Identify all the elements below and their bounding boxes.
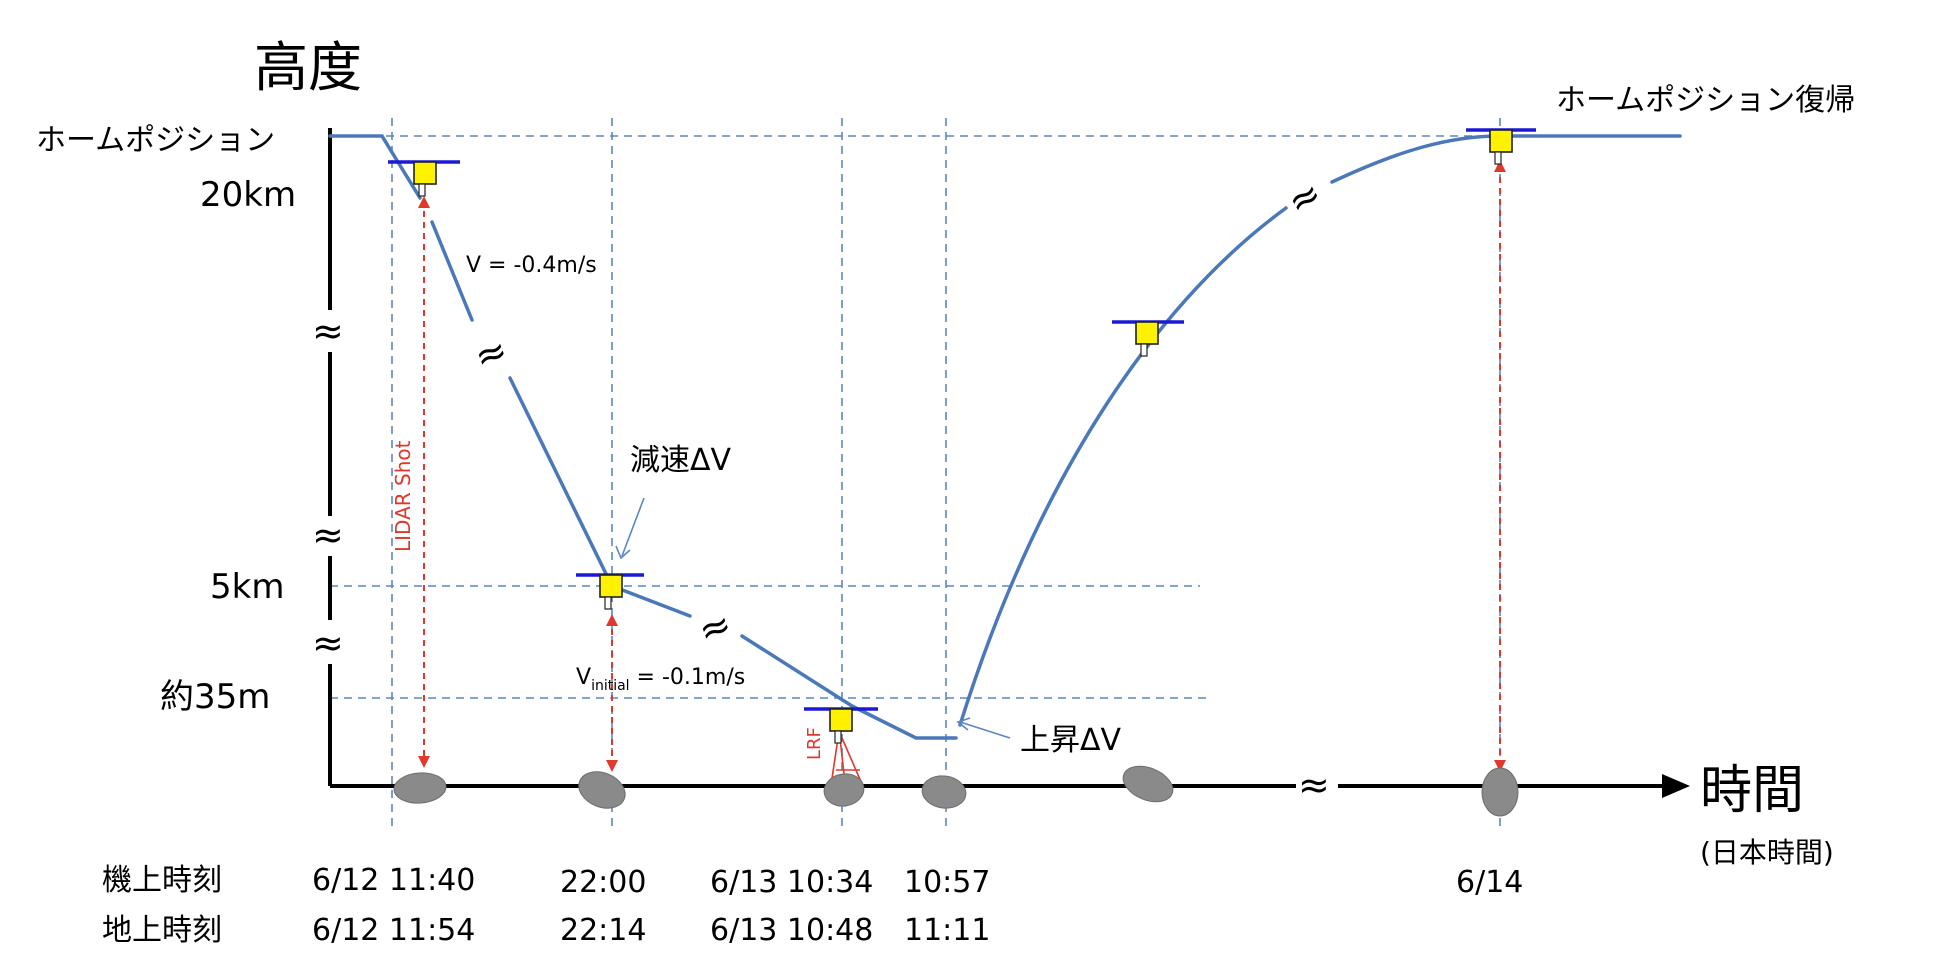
label-35m: 約35m [160,677,270,717]
guide-lines [330,118,1501,830]
v-initial-suffix: = -0.1m/s [630,665,746,690]
probe-icon-5km [576,573,644,610]
onboard-time-label: 機上時刻 [102,863,222,898]
lidar-arrowheads [418,160,1506,772]
trajectory-descent-slow-a [610,584,692,618]
x-axis-arrowhead [1662,774,1690,798]
onboard-time-1057: 10:57 [904,865,990,900]
callout-arrows [615,497,1011,739]
label-velocity-descent: V = -0.4m/s [466,253,597,278]
break-mark-yaxis-2: ≈ [312,513,344,557]
onboard-time-0614: 6/14 [1456,865,1523,900]
label-home-return: ホームポジション復帰 [1556,83,1855,118]
lrf-beam-3 [841,737,863,785]
break-marks: ≈ ≈ ≈ ≈ ≈ ≈ ≈ [312,170,1330,807]
label-lidar-shot: LIDAR Shot [391,440,415,552]
label-20km: 20km [200,175,296,215]
probe-icon-lrf [804,707,878,744]
asteroid-icon-2 [578,771,626,809]
ground-time-2214: 22:14 [560,913,646,948]
ground-time-1154: 6/12 11:54 [312,913,475,948]
trajectory-descent-fast-a [430,220,474,322]
trajectory-ascent-a [958,206,1288,727]
v-initial-prefix: V [576,665,591,690]
y-axis-title: 高度 [254,36,362,99]
asteroid-icon-6 [1481,767,1519,817]
label-ascent-dv: 上昇ΔV [1020,723,1122,758]
break-mark-yaxis-3: ≈ [312,621,344,665]
label-decel-dv: 減速ΔV [630,443,732,478]
asteroids [393,765,1519,817]
lidar-beams [423,166,1501,766]
lidar-arrowhead-2200-top [606,614,618,626]
ascent-callout-line [959,721,1011,739]
lidar-arrowhead-1140-top [418,196,430,208]
lidar-arrowhead-0614 [1494,760,1506,772]
break-mark-yaxis-1: ≈ [312,309,344,353]
x-axis-title: 時間 [1700,761,1804,821]
ground-time-1048: 6/13 10:48 [710,913,873,948]
label-v-initial: Vinitial = -0.1m/s [576,665,745,694]
asteroid-icon-4 [921,775,967,809]
asteroid-icon-3 [823,773,865,807]
decel-callout-head [615,545,631,560]
asteroid-icon-1 [393,772,447,804]
ground-time-label: 地上時刻 [102,913,222,948]
trajectory-descent-fast-b [508,376,614,588]
break-mark-xaxis: ≈ [1298,763,1330,807]
trajectory-descent-slow-b [740,634,854,708]
lidar-arrowhead-0614-top [1494,160,1506,172]
probe-icon-home-start [388,160,460,197]
onboard-time-1140: 6/12 11:40 [312,863,475,898]
x-axis-subtitle: (日本時間) [1700,836,1834,869]
probe-icon-ascent [1112,320,1184,357]
trajectory [328,134,1682,740]
ground-time-1111: 11:11 [904,913,990,948]
probe-icon-home-return [1466,128,1536,165]
ascent-callout-head [956,717,971,731]
onboard-time-2200: 22:00 [560,865,646,900]
break-mark-ascent: ≈ [1280,170,1330,224]
break-mark-fast-descent: ≈ [468,327,513,379]
label-home-position: ホームポジション [36,123,275,158]
label-lrf: LRF [804,727,825,760]
v-initial-subscript: initial [591,678,630,694]
label-5km: 5km [210,567,284,607]
trajectory-home-hold [328,134,422,200]
lidar-arrowhead-2200 [606,760,618,772]
lidar-arrowhead-1140 [418,756,430,768]
onboard-time-1034: 6/13 10:34 [710,865,873,900]
axes [328,128,1666,788]
decel-callout-line [621,497,645,557]
trajectory-hover [850,704,958,740]
probes [388,128,1536,744]
asteroid-icon-5 [1122,765,1174,803]
break-mark-slow-descent: ≈ [692,601,737,653]
